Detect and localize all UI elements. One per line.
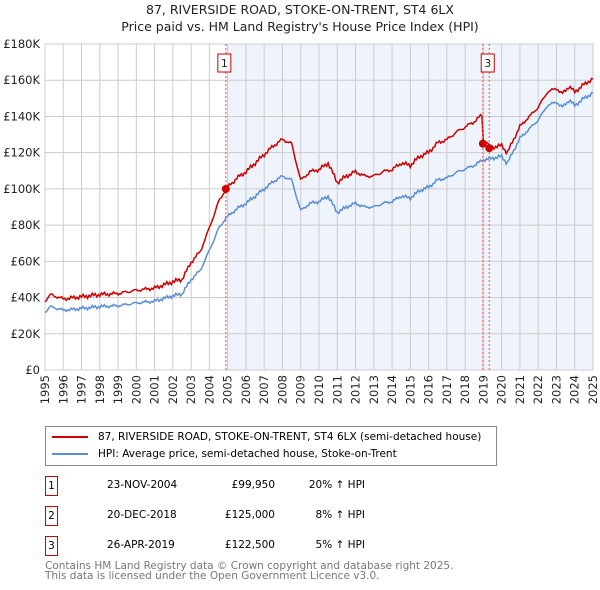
legend: 87, RIVERSIDE ROAD, STOKE-ON-TRENT, ST4 … bbox=[45, 426, 497, 466]
legend-swatch-hpi bbox=[52, 453, 88, 455]
y-tick-label: £120K bbox=[3, 146, 40, 160]
x-tick-label: 2005 bbox=[221, 375, 235, 404]
x-tick-label: 2011 bbox=[330, 375, 344, 404]
x-tick-label: 2024 bbox=[568, 375, 582, 404]
footer: Contains HM Land Registry data © Crown c… bbox=[45, 560, 454, 582]
x-tick-label: 2009 bbox=[294, 375, 308, 404]
y-tick-label: £60K bbox=[11, 254, 41, 268]
plot-area: 1995 1996 1997 1998 1999 2000 2001 2002 2003 2004… bbox=[3, 37, 600, 404]
y-tick-label: £0 bbox=[25, 363, 40, 377]
sale-price: £125,000 bbox=[224, 509, 275, 521]
x-tick-label: 2025 bbox=[586, 375, 600, 404]
chart-title: 87, RIVERSIDE ROAD, STOKE-ON-TRENT, ST4 … bbox=[146, 2, 454, 17]
sale-number: 1 bbox=[45, 476, 58, 496]
x-tick-label: 2017 bbox=[440, 375, 454, 404]
x-tick-label: 2010 bbox=[312, 375, 326, 404]
x-tick-label: 2020 bbox=[495, 375, 509, 404]
x-tick-label: 2000 bbox=[129, 375, 143, 404]
y-tick-label: £40K bbox=[11, 291, 41, 305]
y-tick-label: £20K bbox=[11, 327, 41, 341]
sale-point bbox=[485, 144, 494, 153]
x-tick-label: 2015 bbox=[403, 375, 417, 404]
x-tick-label: 1998 bbox=[93, 375, 107, 404]
y-tick-label: £140K bbox=[3, 109, 40, 123]
y-tick-label: £160K bbox=[3, 73, 40, 87]
chart-subtitle: Price paid vs. HM Land Registry's House … bbox=[121, 19, 479, 34]
sale-point bbox=[478, 139, 487, 148]
x-tick-label: 2001 bbox=[148, 375, 162, 404]
y-tick-label: £100K bbox=[3, 182, 40, 196]
price-line bbox=[44, 77, 594, 303]
x-tick-label: 2018 bbox=[458, 375, 472, 404]
footer-line2: This data is licensed under the Open Gov… bbox=[45, 570, 380, 582]
sale-point bbox=[221, 184, 230, 193]
sale-number: 2 bbox=[45, 506, 58, 526]
ownership-shading bbox=[225, 44, 593, 370]
sale-date: 23-NOV-2004 bbox=[107, 479, 178, 491]
x-tick-label: 2019 bbox=[476, 375, 490, 404]
y-tick-label: £180K bbox=[3, 37, 40, 51]
y-tick-label: £80K bbox=[11, 218, 41, 232]
sale-hpi-diff: 20% ↑ HPI bbox=[308, 479, 365, 491]
x-tick-label: 2007 bbox=[257, 375, 271, 404]
sale-date: 20-DEC-2018 bbox=[107, 509, 177, 521]
legend-label-hpi: HPI: Average price, semi-detached house,… bbox=[98, 448, 397, 460]
x-tick-label: 1995 bbox=[38, 375, 52, 404]
plot-border bbox=[44, 43, 594, 371]
sale-date: 26-APR-2019 bbox=[107, 539, 175, 551]
legend-label-price: 87, RIVERSIDE ROAD, STOKE-ON-TRENT, ST4 … bbox=[98, 431, 482, 443]
sale-hpi-diff: 5% ↑ HPI bbox=[315, 539, 365, 551]
x-tick-label: 1996 bbox=[56, 375, 70, 404]
sale-price: £99,950 bbox=[231, 479, 275, 491]
x-tick-label: 2002 bbox=[166, 375, 180, 404]
x-tick-label: 2016 bbox=[422, 375, 436, 404]
sale-label: 1 bbox=[221, 57, 228, 70]
sale-number: 3 bbox=[45, 536, 58, 556]
x-tick-label: 1997 bbox=[75, 375, 89, 404]
sale-label-box bbox=[217, 53, 232, 73]
x-tick-label: 2021 bbox=[513, 375, 527, 404]
sale-label: 3 bbox=[484, 57, 491, 70]
sale-hpi-diff: 8% ↑ HPI bbox=[315, 509, 365, 521]
footer-line1: Contains HM Land Registry data © Crown c… bbox=[45, 560, 454, 572]
x-tick-label: 2004 bbox=[202, 375, 216, 404]
x-tick-label: 2006 bbox=[239, 375, 253, 404]
legend-swatch-price bbox=[52, 436, 88, 438]
x-tick-label: 1999 bbox=[111, 375, 125, 404]
x-tick-label: 2003 bbox=[184, 375, 198, 404]
sale-label-box bbox=[480, 53, 495, 73]
x-tick-label: 2022 bbox=[531, 375, 545, 404]
sale-price: £122,500 bbox=[224, 539, 275, 551]
x-tick-label: 2023 bbox=[549, 375, 563, 404]
x-tick-label: 2008 bbox=[275, 375, 289, 404]
x-tick-label: 2013 bbox=[367, 375, 381, 404]
hpi-line bbox=[44, 91, 594, 314]
x-tick-label: 2012 bbox=[349, 375, 363, 404]
x-tick-label: 2014 bbox=[385, 375, 399, 404]
